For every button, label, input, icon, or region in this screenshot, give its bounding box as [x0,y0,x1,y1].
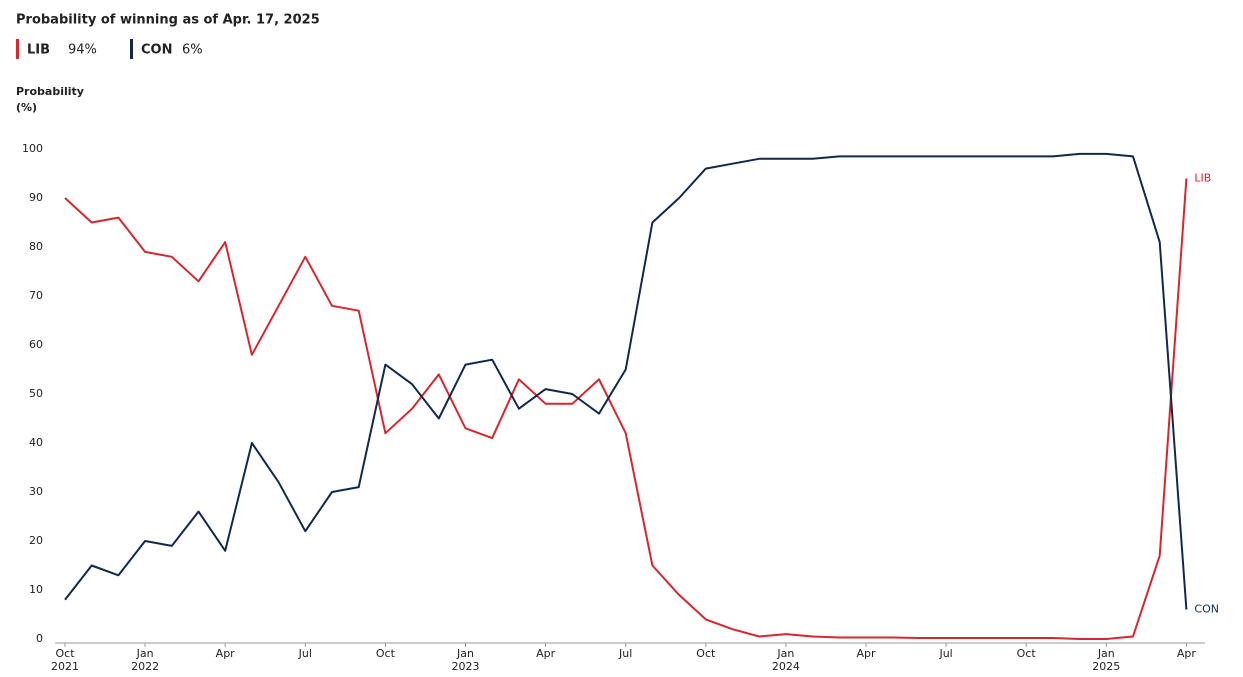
x-tick-label: Apr [856,647,876,660]
y-tick-label: 100 [22,142,43,155]
y-tick-label: 80 [29,240,43,253]
y-tick-label: 10 [29,583,43,596]
y-tick-label: 30 [29,485,43,498]
series-line [64,178,1188,640]
x-tick-label: Apr [536,647,556,660]
x-tick-label: Jul [938,647,952,660]
x-tick-label: Jan 2024 [772,647,800,673]
x-tick-label: Jul [618,647,632,660]
line-end-label: CON [1194,603,1219,616]
x-tick-label: Jan 2022 [131,647,159,673]
x-tick-label: Apr [216,647,236,660]
x-tick-label: Jan 2023 [452,647,480,673]
y-tick-label: 60 [29,338,43,351]
legend-label: LIB [27,43,50,58]
x-tick-label: Oct [1017,647,1037,660]
legend-swatch [16,39,19,59]
legend-value: 94% [68,43,97,58]
y-tick-label: 50 [29,387,43,400]
x-tick-label: Oct [376,647,396,660]
x-tick-label: Oct 2021 [51,647,79,673]
x-tick-label: Apr [1177,647,1197,660]
series-line [64,152,1188,610]
chart-title: Probability of winning as of Apr. 17, 20… [16,13,320,28]
y-tick-label: 0 [36,632,43,645]
x-tick-label: Jan 2025 [1092,647,1120,673]
y-tick-label: 90 [29,191,43,204]
x-tick-label: Jul [298,647,312,660]
legend-label: CON [141,43,172,58]
legend-value: 6% [182,43,203,58]
line-end-label: LIB [1194,171,1211,184]
legend-swatch [130,39,133,59]
y-tick-label: 20 [29,534,43,547]
y-tick-label: 70 [29,289,43,302]
y-axis-label: Probability (%) [16,85,84,114]
y-tick-label: 40 [29,436,43,449]
x-tick-label: Oct [696,647,716,660]
